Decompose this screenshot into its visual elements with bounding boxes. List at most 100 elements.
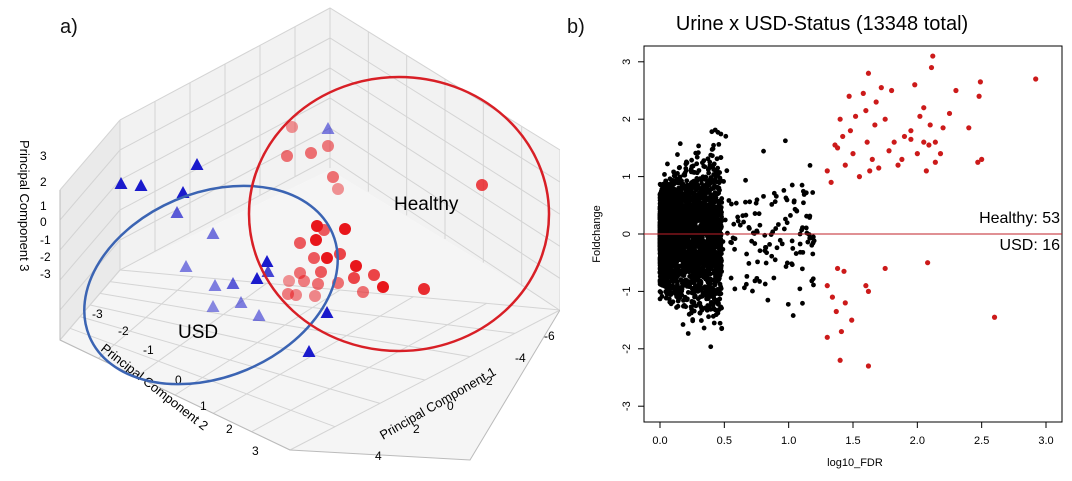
point-nonsignificant xyxy=(743,281,749,287)
point-nonsignificant xyxy=(660,204,666,210)
point-nonsignificant xyxy=(702,210,708,215)
healthy-point xyxy=(309,290,321,302)
volcano-points xyxy=(657,53,1039,369)
usd-point xyxy=(190,158,204,170)
point-nonsignificant xyxy=(810,251,816,257)
point-significant xyxy=(863,283,869,289)
point-nonsignificant xyxy=(716,180,722,186)
point-significant xyxy=(930,53,936,59)
point-nonsignificant xyxy=(690,208,696,214)
healthy-point xyxy=(357,286,369,298)
point-nonsignificant xyxy=(697,210,703,216)
point-significant xyxy=(849,317,855,323)
point-nonsignificant xyxy=(722,217,728,223)
point-nonsignificant xyxy=(716,277,722,283)
point-nonsignificant xyxy=(701,163,707,169)
point-nonsignificant xyxy=(717,320,723,326)
point-nonsignificant xyxy=(684,297,690,303)
point-nonsignificant xyxy=(756,211,762,217)
point-nonsignificant xyxy=(752,241,758,246)
point-nonsignificant xyxy=(707,292,713,297)
point-nonsignificant xyxy=(805,239,811,245)
point-nonsignificant xyxy=(666,224,672,230)
point-nonsignificant xyxy=(781,187,787,193)
point-nonsignificant xyxy=(688,263,694,269)
point-nonsignificant xyxy=(684,199,689,205)
point-significant xyxy=(850,151,856,157)
point-nonsignificant xyxy=(686,221,691,227)
point-nonsignificant xyxy=(671,274,677,280)
point-nonsignificant xyxy=(696,253,702,259)
point-nonsignificant xyxy=(726,198,732,203)
pca-back-wall xyxy=(120,8,560,310)
pc2-tick-label: -3 xyxy=(92,307,103,321)
point-nonsignificant xyxy=(718,268,724,274)
grid-line xyxy=(289,309,560,451)
point-nonsignificant xyxy=(698,303,703,309)
grid-line xyxy=(59,179,121,251)
point-nonsignificant xyxy=(666,192,672,198)
point-nonsignificant xyxy=(712,282,718,288)
usd-label: USD xyxy=(178,322,218,343)
point-nonsignificant xyxy=(695,177,701,183)
point-nonsignificant xyxy=(710,313,716,319)
point-significant xyxy=(824,283,830,289)
point-nonsignificant xyxy=(661,198,667,204)
point-nonsignificant xyxy=(676,197,682,203)
pc3-tick-label: 0 xyxy=(40,215,47,229)
usd-point xyxy=(250,272,264,284)
point-nonsignificant xyxy=(694,161,700,167)
healthy-point xyxy=(321,252,333,264)
point-significant xyxy=(837,357,843,363)
point-nonsignificant xyxy=(668,301,674,307)
point-significant xyxy=(921,105,927,111)
point-nonsignificant xyxy=(664,290,670,296)
point-nonsignificant xyxy=(698,266,703,271)
point-nonsignificant xyxy=(803,190,809,196)
point-nonsignificant xyxy=(752,211,758,216)
point-nonsignificant xyxy=(717,175,723,181)
point-nonsignificant xyxy=(799,227,805,233)
point-significant xyxy=(873,99,879,105)
usd-point xyxy=(114,177,128,189)
point-nonsignificant xyxy=(683,253,689,259)
healthy-point xyxy=(281,150,293,162)
point-significant xyxy=(865,288,872,294)
point-significant xyxy=(869,156,875,162)
point-nonsignificant xyxy=(695,150,701,156)
point-nonsignificant xyxy=(660,190,666,196)
healthy-point xyxy=(308,252,320,264)
point-nonsignificant xyxy=(668,180,674,186)
point-nonsignificant xyxy=(743,212,749,218)
point-nonsignificant xyxy=(662,172,667,177)
point-nonsignificant xyxy=(669,205,675,211)
point-nonsignificant xyxy=(744,273,750,279)
point-significant xyxy=(876,165,882,171)
point-nonsignificant xyxy=(672,223,678,229)
point-nonsignificant xyxy=(675,264,681,270)
point-nonsignificant xyxy=(709,201,715,207)
point-nonsignificant xyxy=(717,170,723,175)
point-nonsignificant xyxy=(767,241,772,247)
point-nonsignificant xyxy=(688,274,693,279)
point-significant xyxy=(979,156,985,162)
point-nonsignificant xyxy=(725,230,730,236)
point-nonsignificant xyxy=(696,288,702,293)
point-nonsignificant xyxy=(706,170,712,176)
point-nonsignificant xyxy=(681,210,687,216)
point-significant xyxy=(860,90,866,96)
point-nonsignificant xyxy=(684,178,690,184)
point-significant xyxy=(937,151,944,157)
pc1-tick-label: -6 xyxy=(544,329,555,343)
point-significant xyxy=(899,156,905,162)
point-nonsignificant xyxy=(673,192,679,197)
point-nonsignificant xyxy=(800,300,805,306)
point-nonsignificant xyxy=(763,245,769,251)
point-nonsignificant xyxy=(715,301,721,307)
point-nonsignificant xyxy=(660,245,666,251)
point-nonsignificant xyxy=(686,311,692,317)
point-nonsignificant xyxy=(705,237,711,243)
point-nonsignificant xyxy=(688,216,694,222)
usd-count: USD: 16 xyxy=(1000,237,1061,254)
healthy-point xyxy=(315,266,327,278)
